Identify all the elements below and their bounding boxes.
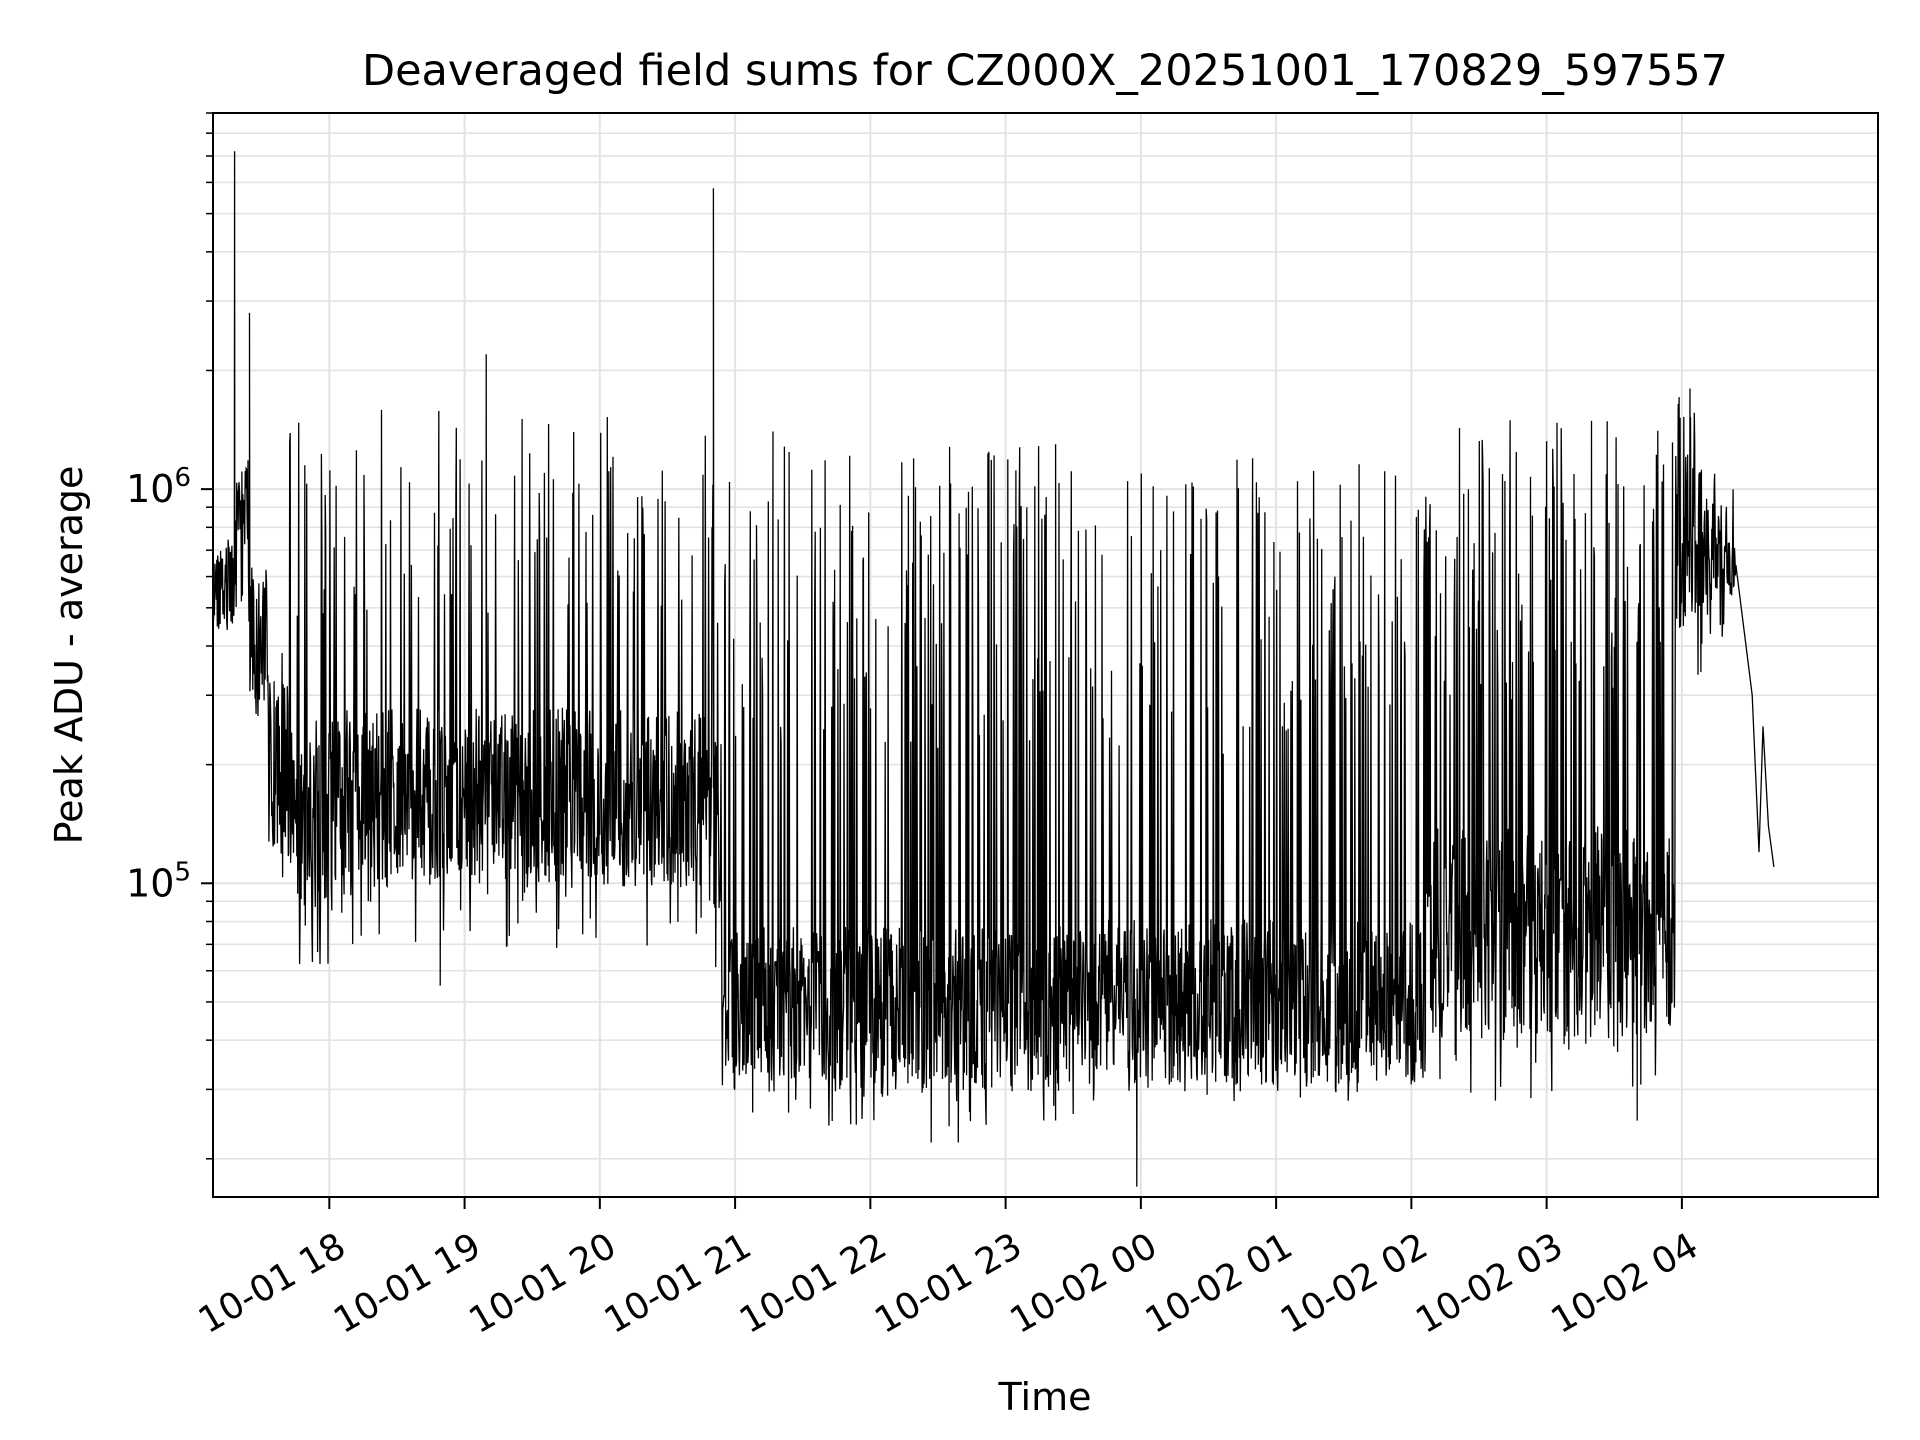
y-tick-label: 106 [126, 463, 191, 511]
plot-frame [212, 112, 1879, 1198]
y-tick-label-base: 10 [126, 467, 174, 511]
y-axis-label: Peak ADU - average [47, 466, 91, 845]
data-series [213, 151, 1775, 1187]
y-tick-label-base: 10 [126, 861, 174, 905]
x-axis-label: Time [998, 1375, 1092, 1419]
data-line [213, 151, 1775, 1187]
y-tick-label-exponent: 5 [174, 857, 191, 887]
y-tick-label-exponent: 6 [174, 463, 191, 493]
y-tick-label: 105 [126, 857, 191, 905]
chart-title: Deaveraged field sums for CZ000X_2025100… [362, 46, 1728, 96]
